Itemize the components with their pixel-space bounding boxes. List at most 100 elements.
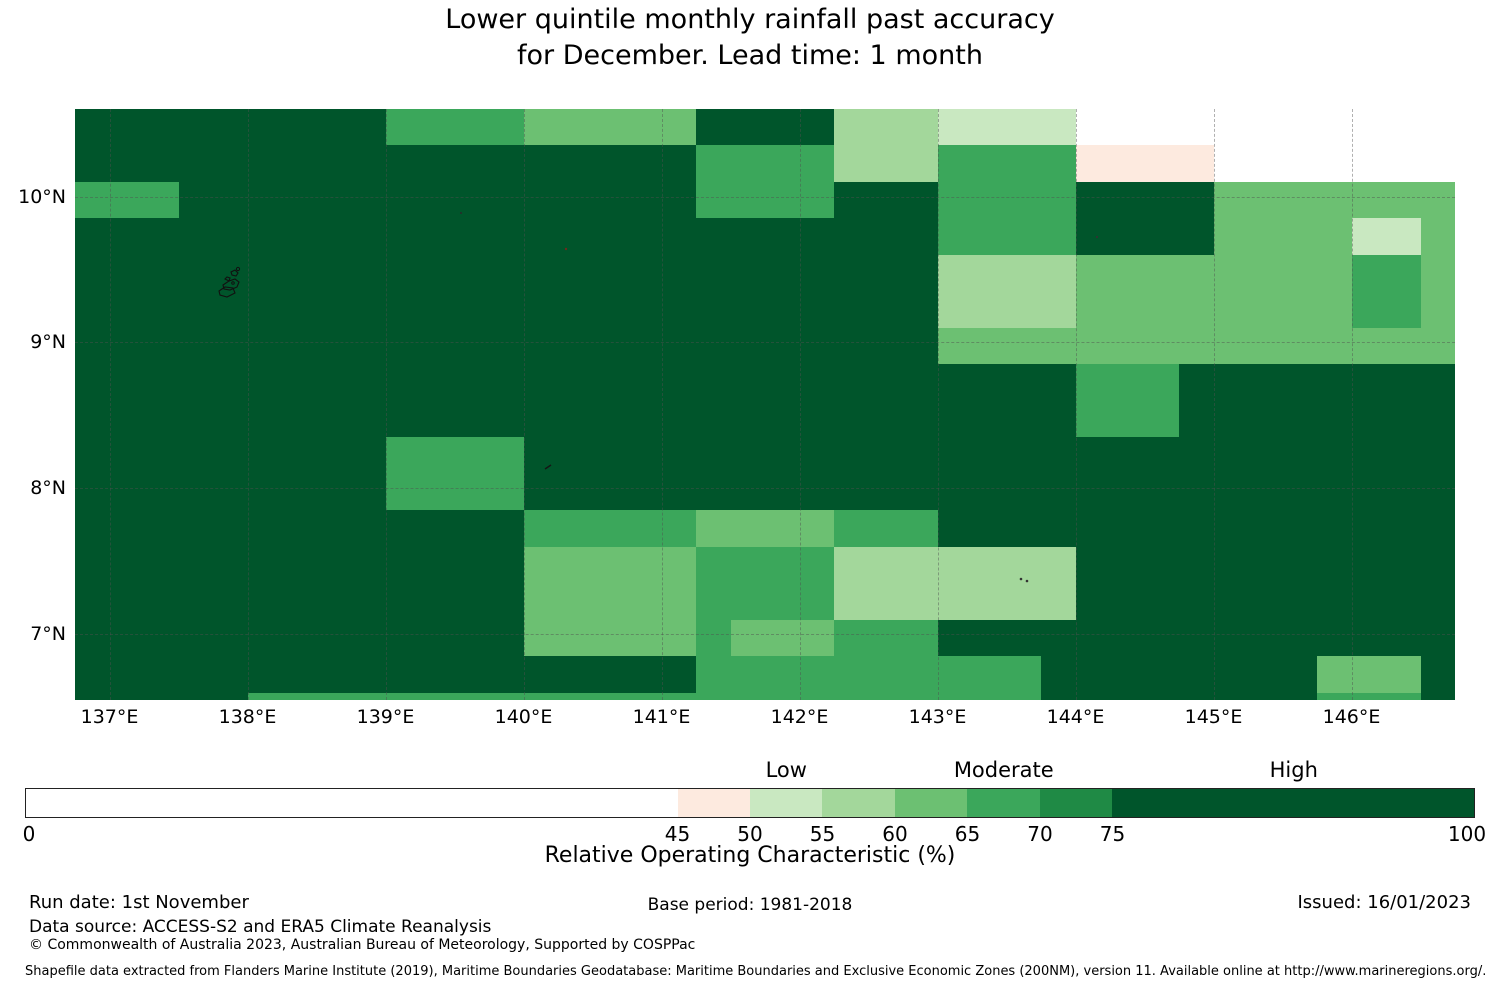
heatmap-cell: [1213, 181, 1455, 220]
heatmap-cell: [730, 546, 835, 584]
heatmap-cell: [1075, 181, 1215, 220]
heatmap-cell: [868, 656, 1042, 694]
heatmap-cell: [696, 583, 732, 621]
heatmap-cell: [385, 656, 697, 694]
footer-copyright: © Commonwealth of Australia 2023, Austra…: [29, 937, 696, 953]
footer-shapefile-attribution: Shapefile data extracted from Flanders M…: [25, 964, 1487, 979]
heatmap-cell: [834, 619, 939, 657]
x-axis-tick-label: 146°E: [1322, 706, 1381, 728]
heatmap-cell: [730, 619, 835, 657]
colorbar-gradient: [25, 788, 1475, 818]
y-axis-tick-label: 10°N: [18, 185, 66, 208]
heatmap-cell: [1075, 291, 1180, 329]
heatmap-cell: [1075, 109, 1455, 147]
heatmap-cell: [75, 656, 249, 694]
heatmap-cell: [1213, 145, 1455, 183]
colorbar-tick-label: 50: [737, 822, 763, 846]
heatmap-cell: [1213, 218, 1353, 256]
heatmap-cell: [247, 656, 387, 694]
y-axis-tick-label: 8°N: [30, 477, 66, 500]
colorbar-tick-label: 65: [954, 822, 981, 846]
heatmap-cell: [75, 473, 387, 511]
heatmap-cell: [523, 583, 697, 621]
heatmap-cell: [834, 583, 939, 621]
footer-data-source: Data source: ACCESS-S2 and ERA5 Climate …: [29, 917, 492, 937]
heatmap-cells: [75, 109, 1455, 700]
x-axis-tick-label: 139°E: [356, 706, 415, 728]
footer-base-period: Base period: 1981-2018: [647, 895, 853, 915]
heatmap-cell: [75, 145, 697, 183]
heatmap-cell: [834, 546, 939, 584]
x-axis-tick-label: 137°E: [80, 706, 139, 728]
heatmap-cell: [1041, 692, 1318, 700]
heatmap-cell: [937, 254, 1077, 292]
x-axis-tick-label: 145°E: [1184, 706, 1243, 728]
heatmap-cell: [1179, 291, 1353, 329]
colorbar: [25, 788, 1475, 818]
y-axis-tick-label: 9°N: [30, 331, 66, 354]
heatmap-cell: [75, 181, 180, 220]
heatmap-cell: [730, 510, 835, 548]
x-axis-tick-label: 142°E: [770, 706, 829, 728]
heatmap-cell: [385, 109, 525, 147]
heatmap-cell: [1179, 327, 1455, 365]
heatmap-cell: [75, 218, 835, 256]
heatmap-cell: [1075, 364, 1180, 402]
heatmap-cell: [1420, 291, 1455, 329]
heatmap-cell: [696, 619, 732, 657]
title-line-1: Lower quintile monthly rainfall past acc…: [445, 4, 1055, 35]
heatmap-cell: [75, 510, 525, 548]
heatmap-cell: [1075, 254, 1180, 292]
heatmap-cell: [834, 109, 939, 147]
colorbar-category-label: High: [1269, 758, 1318, 782]
heatmap-cell: [1075, 400, 1180, 438]
heatmap-cell: [75, 619, 525, 657]
colorbar-segment: [750, 789, 823, 817]
heatmap-cell: [75, 364, 1077, 402]
colorbar-category-label: Low: [765, 758, 807, 782]
heatmap-cell: [834, 145, 939, 183]
colorbar-tick-label: 55: [809, 822, 836, 846]
heatmap-cell: [834, 181, 939, 220]
heatmap-cell: [523, 619, 697, 657]
heatmap-cell: [1351, 291, 1422, 329]
heatmap-cell: [1075, 327, 1180, 365]
heatmap-cell: [523, 473, 1455, 511]
heatmap-cell: [75, 692, 249, 700]
heatmap-cell: [937, 583, 1077, 621]
heatmap-cell: [523, 109, 697, 147]
colorbar-segment: [1039, 789, 1113, 817]
heatmap-cell: [937, 327, 1077, 365]
colorbar-segment: [1112, 789, 1475, 817]
x-axis-tick-label: 141°E: [632, 706, 691, 728]
heatmap-cell: [1179, 364, 1455, 402]
heatmap-cell: [385, 437, 525, 475]
heatmap-cell: [696, 181, 835, 220]
footer-issued-date: Issued: 16/01/2023: [1297, 892, 1471, 913]
colorbar-tick-label: 100: [1447, 822, 1487, 846]
heatmap-cell: [1351, 254, 1422, 292]
title-line-2: for December. Lead time: 1 month: [517, 40, 983, 71]
heatmap-canvas: [75, 109, 1455, 700]
heatmap-cell: [1351, 218, 1422, 256]
colorbar-segment: [894, 789, 968, 817]
heatmap-cell: [75, 583, 525, 621]
x-axis-tick-label: 140°E: [494, 706, 553, 728]
colorbar-tick-label: 45: [664, 822, 691, 846]
heatmap-cell: [75, 400, 1077, 438]
heatmap-cell: [1179, 400, 1455, 438]
colorbar-segment: [677, 789, 750, 817]
heatmap-cell: [937, 291, 1077, 329]
heatmap-cell: [75, 291, 939, 329]
heatmap-cell: [247, 692, 387, 700]
heatmap-cell: [1075, 583, 1455, 621]
colorbar-tick-label: 60: [882, 822, 908, 846]
heatmap-cell: [1420, 254, 1455, 292]
colorbar-title: Relative Operating Characteristic (%): [544, 843, 956, 868]
heatmap-cell: [75, 546, 525, 584]
heatmap-cell: [1317, 656, 1422, 694]
heatmap-cell: [523, 437, 1455, 475]
heatmap-cell: [696, 109, 835, 147]
heatmap-cell: [385, 473, 525, 511]
colorbar-segment: [822, 789, 895, 817]
